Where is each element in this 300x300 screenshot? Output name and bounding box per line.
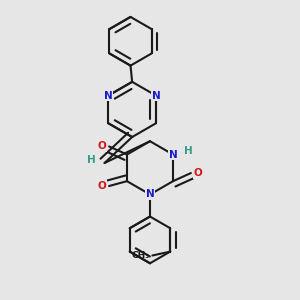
Text: CH₃: CH₃ [131, 251, 150, 260]
Text: O: O [194, 168, 203, 178]
Text: O: O [98, 181, 106, 191]
Text: O: O [98, 141, 106, 152]
Text: H: H [87, 155, 95, 165]
Text: N: N [169, 149, 177, 160]
Text: N: N [104, 91, 112, 100]
Text: H: H [184, 146, 193, 156]
Text: N: N [152, 91, 161, 100]
Text: N: N [146, 190, 154, 200]
